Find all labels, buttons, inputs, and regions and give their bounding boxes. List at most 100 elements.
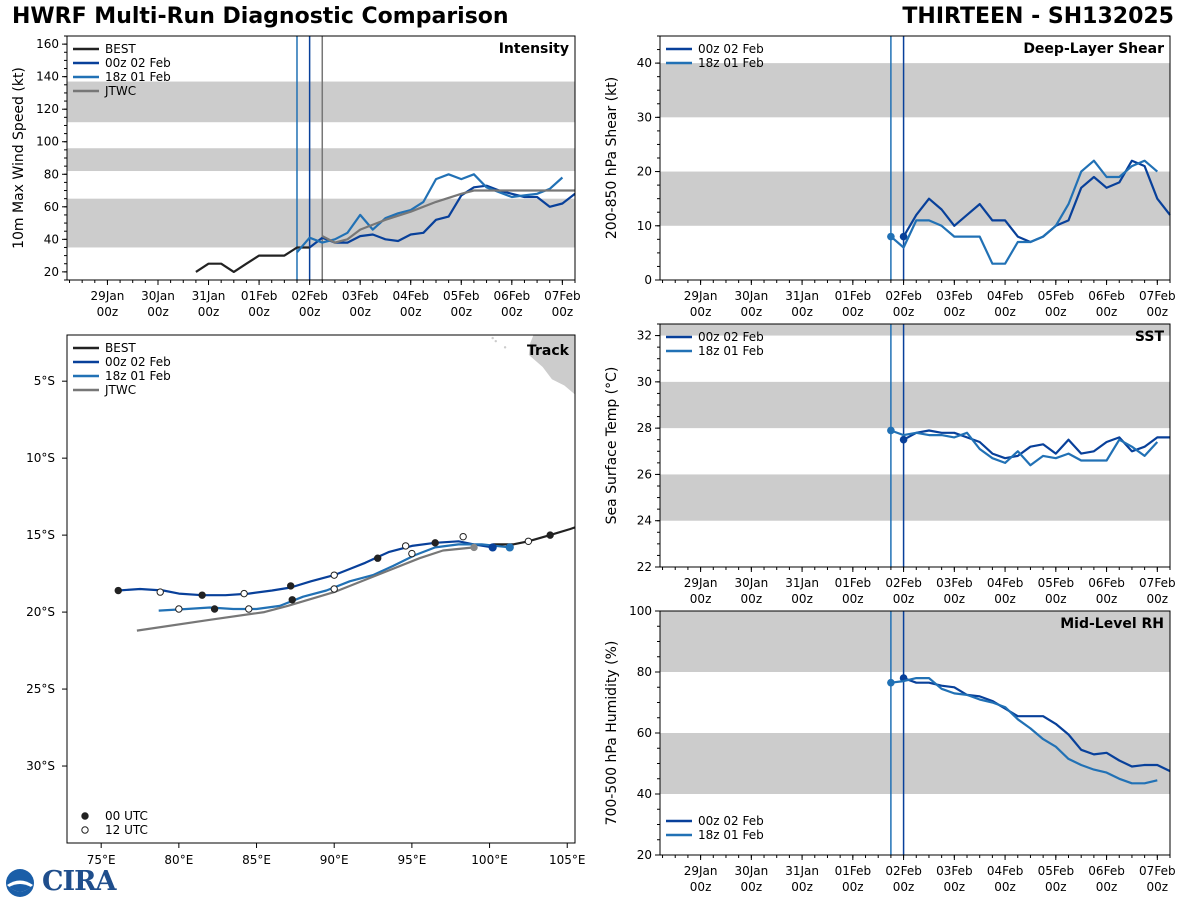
x-tick-label: 00z [552, 305, 574, 319]
y-axis-label: Sea Surface Temp (°C) [604, 367, 620, 525]
track-marker-1-2 [431, 539, 439, 547]
y-tick-label: 60 [44, 200, 59, 214]
series-line-shear-1 [890, 159, 1159, 265]
x-tick-label: 00z [1045, 880, 1067, 894]
x-tick-label: 30Jan [141, 289, 175, 303]
x-tick-label: 00z [1045, 592, 1067, 606]
x-tick-label: 00z [501, 305, 523, 319]
series-line-sst-1 [890, 429, 1159, 467]
x-tick-label: 00z [1147, 305, 1169, 319]
x-tick-label: 01Feb [835, 289, 872, 303]
y-tick-label: 20 [637, 848, 652, 862]
x-tick-label: 00z [1096, 592, 1118, 606]
x-tick-label: 30Jan [734, 576, 768, 590]
panel-frame-sst [659, 323, 1171, 568]
x-tick-label: 00z [994, 880, 1016, 894]
x-tick-label: 31Jan [785, 864, 819, 878]
y-tick-label: 10°S [26, 451, 55, 465]
x-tick-label: 00z [147, 305, 169, 319]
y-tick-label: 80 [637, 665, 652, 679]
y-tick-label: 80 [44, 167, 59, 181]
track-marker-2-0 [505, 543, 514, 552]
y-axis-label: 700-500 hPa Humidity (%) [604, 641, 620, 826]
y-tick-label: 25°S [26, 682, 55, 696]
legend-label: 18z 01 Feb [698, 344, 764, 358]
track-line-2 [158, 543, 510, 612]
x-tick-label: 07Feb [544, 289, 581, 303]
series-line-intensity-2 [296, 173, 564, 254]
x-tick-label: 04Feb [987, 289, 1024, 303]
panel-track: 75°E 80°E 85°E 90°E 95°E 100°E 105°E 5°S 10°S 15°… [26, 334, 585, 867]
track-marker-1-7 [240, 589, 248, 598]
landmass-sumatra [527, 335, 575, 396]
track-marker-0-0 [546, 531, 554, 539]
x-tick-label: 00z [299, 305, 321, 319]
cira-logo: CIRA [4, 866, 117, 898]
x-tick-label: 06Feb [1088, 864, 1125, 878]
x-tick-label: 00z [944, 305, 966, 319]
band-sst-0 [660, 474, 1170, 521]
panel-title: SST [1135, 329, 1165, 345]
init-marker-sst-1 [887, 426, 895, 435]
panel-title: Deep-Layer Shear [1023, 41, 1164, 57]
x-tick-label: 00z [741, 880, 763, 894]
x-tick-label: 00z [349, 305, 371, 319]
x-tick-label: 00z [944, 592, 966, 606]
x-tick-label: 00z [198, 305, 220, 319]
x-tick-label: 05Feb [1038, 864, 1075, 878]
y-tick-label: 5°S [34, 374, 55, 388]
y-tick-label: 120 [36, 102, 59, 116]
x-tick-label: 00z [1096, 305, 1118, 319]
x-tick-label: 03Feb [936, 864, 973, 878]
y-tick-label: 100 [36, 135, 59, 149]
x-tick-label: 05Feb [1038, 576, 1075, 590]
track-marker-2-2 [330, 585, 338, 593]
panel-title: Mid-Level RH [1060, 616, 1164, 632]
x-tick-label: 03Feb [342, 289, 379, 303]
x-tick-label: 00z [842, 305, 864, 319]
track-marker-1-10 [114, 586, 122, 595]
storm-id: THIRTEEN - SH132025 [902, 4, 1174, 29]
x-tick-label: 07Feb [1139, 576, 1176, 590]
y-axis-label: 200-850 hPa Shear (kt) [604, 77, 620, 239]
island-0 [494, 339, 497, 343]
x-tick-label: 29Jan [684, 289, 718, 303]
x-tick-label: 30Jan [734, 864, 768, 878]
track-marker-3-0 [470, 543, 478, 552]
x-tick-label: 03Feb [936, 576, 973, 590]
x-tick-label: 05Feb [1038, 289, 1075, 303]
y-tick-label: 40 [637, 56, 652, 70]
y-tick-label: 40 [637, 787, 652, 801]
track-marker-1-6 [287, 582, 295, 590]
x-tick-label: 00z [994, 305, 1016, 319]
legend-label: 18z 01 Feb [698, 56, 764, 70]
x-tick-label: 75°E [87, 853, 116, 867]
y-tick-label: 20 [44, 265, 59, 279]
panel-title: Track [527, 343, 570, 359]
track-marker-2-5 [210, 605, 219, 613]
x-tick-label: 04Feb [392, 289, 429, 303]
x-tick-label: 07Feb [1139, 289, 1176, 303]
x-tick-label: 00z [690, 305, 712, 319]
init-marker-sst-0 [899, 435, 908, 444]
track-line-1 [118, 540, 493, 597]
y-tick-label: 24 [637, 514, 652, 528]
y-tick-label: 26 [637, 467, 652, 481]
series-line-intensity-3 [321, 189, 575, 244]
track-marker-1-1 [459, 532, 467, 541]
legend-label: JTWC [104, 84, 136, 98]
noaa-globe-icon [6, 869, 34, 897]
band-sst-2 [660, 324, 1170, 336]
init-marker-rh-1 [887, 678, 895, 687]
x-tick-label: 90°E [320, 853, 349, 867]
y-tick-label: 0 [644, 273, 652, 287]
track-marker-2-4 [245, 605, 253, 613]
legend-label: 00z 02 Feb [105, 355, 171, 369]
track-marker-2-3 [288, 596, 296, 604]
x-tick-label: 00z [690, 880, 712, 894]
track-marker-0-1 [524, 537, 533, 545]
x-tick-label: 06Feb [1088, 576, 1125, 590]
x-tick-label: 30Jan [734, 289, 768, 303]
marker-legend-label: 00 UTC [105, 809, 148, 823]
